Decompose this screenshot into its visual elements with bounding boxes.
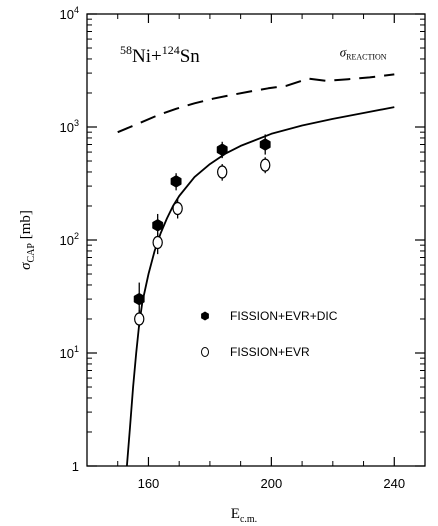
y-tick-label: 103	[60, 118, 79, 135]
y-tick-label: 102	[60, 231, 79, 248]
data-point-filled	[133, 292, 145, 306]
legend-marker-open	[201, 347, 209, 357]
data-point-open	[216, 165, 228, 179]
data-point-open	[260, 158, 271, 172]
reaction-curve	[117, 73, 395, 134]
axes-layer	[86, 13, 426, 467]
curves-layer	[117, 73, 395, 466]
text-layer: 160 200 240 1 101 102 103 104 Ec.m. σCAP [mb] 58Ni…	[18, 5, 405, 525]
legend-label: FISSION+EVR	[230, 345, 310, 359]
legend: FISSION+EVR+DIC FISSION+EVR	[201, 309, 338, 359]
series-filled-hexagon	[133, 134, 271, 317]
x-tick-label: 200	[261, 476, 283, 491]
plot-frame	[86, 13, 426, 467]
reaction-label: 58Ni+124Sn	[120, 43, 200, 67]
legend-marker-filled	[201, 311, 209, 321]
reaction-curve-label: σREACTION	[340, 45, 387, 62]
x-tick-label: 240	[383, 476, 405, 491]
y-tick-label: 101	[60, 344, 79, 361]
data-point-filled	[259, 138, 271, 151]
y-tick-label: 104	[60, 5, 79, 22]
data-point-open	[172, 201, 183, 216]
points-layer	[133, 134, 271, 327]
calculation-curve	[126, 106, 395, 466]
data-point-filled	[216, 143, 228, 156]
data-point-open	[152, 235, 163, 250]
y-tick-label: 1	[72, 459, 79, 474]
y-axis-label: σCAP [mb]	[18, 210, 37, 270]
x-tick-label: 160	[138, 476, 160, 491]
x-axis-label: Ec.m.	[231, 506, 257, 525]
series-open-circle	[134, 157, 271, 327]
data-point-filled	[170, 175, 182, 188]
legend-label: FISSION+EVR+DIC	[230, 309, 338, 323]
data-point-open	[134, 312, 145, 326]
data-point-filled	[152, 219, 164, 232]
